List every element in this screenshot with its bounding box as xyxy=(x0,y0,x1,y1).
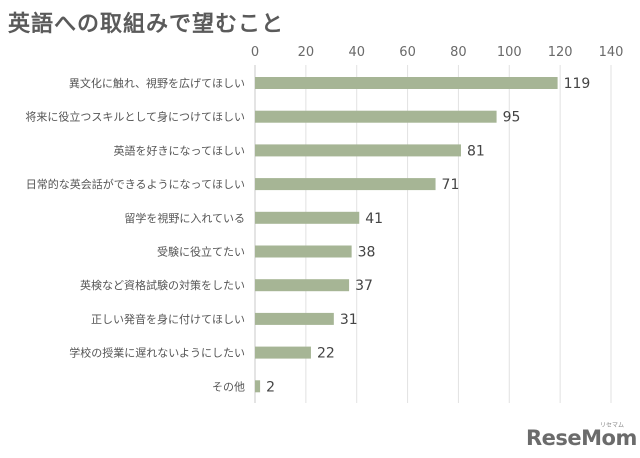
bars xyxy=(255,77,558,393)
bar xyxy=(255,279,350,292)
x-axis-ticks: 0 20 40 60 80 100 120 140 xyxy=(251,45,624,60)
x-tick-label: 120 xyxy=(548,45,573,60)
value-label: 31 xyxy=(340,312,358,328)
x-tick-label: 80 xyxy=(450,45,467,60)
bar xyxy=(255,245,352,258)
x-tick-label: 20 xyxy=(298,45,315,60)
logo-text: ReseMom xyxy=(526,426,637,450)
bar xyxy=(255,77,558,89)
value-label: 71 xyxy=(442,177,460,193)
category-label: 留学を視野に入れている xyxy=(124,211,245,225)
x-tick-label: 140 xyxy=(599,45,624,60)
resemom-logo: リセマム ReseMom xyxy=(526,420,637,454)
bar xyxy=(255,144,461,157)
bar xyxy=(255,346,311,359)
value-label: 81 xyxy=(467,143,485,159)
category-label: 英語を好きになってほしい xyxy=(114,143,245,157)
category-label: 日常的な英会話ができるようになってほしい xyxy=(26,177,245,191)
value-label: 2 xyxy=(266,379,275,395)
bar xyxy=(255,178,436,191)
logo-ruby: リセマム xyxy=(599,422,624,429)
value-label: 119 xyxy=(564,76,591,92)
x-tick-label: 0 xyxy=(251,45,259,60)
bar xyxy=(255,380,261,393)
category-label: 英検など資格試験の対策をしたい xyxy=(80,278,245,292)
value-label: 22 xyxy=(317,346,335,362)
category-labels: 異文化に触れ、視野を広げてほしい将来に役立つスキルとして身につけてほしい英語を好… xyxy=(25,76,245,393)
category-label: 正しい発音を身に付けてほしい xyxy=(91,312,245,326)
value-label: 37 xyxy=(355,278,373,294)
value-label: 38 xyxy=(358,245,376,261)
x-tick-label: 100 xyxy=(497,45,522,60)
category-label: 受験に役立てたい xyxy=(157,245,245,259)
category-label: 異文化に触れ、視野を広げてほしい xyxy=(69,76,245,90)
bar xyxy=(255,110,497,123)
category-label: その他 xyxy=(212,380,245,393)
x-tick-label: 40 xyxy=(348,45,365,60)
chart-title: 英語への取組みで望むこと xyxy=(8,12,285,37)
category-label: 将来に役立つスキルとして身につけてほしい xyxy=(25,110,245,124)
x-tick-label: 60 xyxy=(399,45,416,60)
bar xyxy=(255,211,360,224)
category-label: 学校の授業に遅れないようにしたい xyxy=(69,346,245,360)
value-label: 41 xyxy=(365,211,383,227)
bar xyxy=(255,312,334,325)
value-label: 95 xyxy=(503,110,521,126)
